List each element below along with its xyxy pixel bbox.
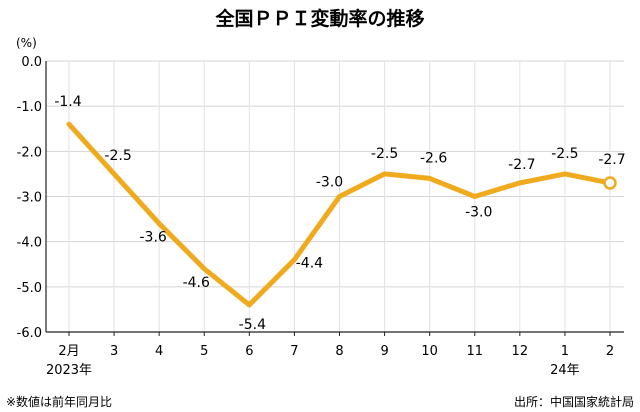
x-tick-label: 3 (110, 344, 118, 359)
data-label: -5.4 (239, 317, 266, 333)
y-unit-label: (%) (16, 36, 37, 50)
data-label: -2.7 (598, 152, 625, 168)
data-label: -4.6 (183, 275, 210, 291)
footnote-left: ※数値は前年同月比 (6, 394, 112, 409)
y-tick-label: -1.0 (17, 100, 42, 115)
data-label: -3.6 (140, 230, 167, 246)
data-label: -2.5 (371, 146, 398, 162)
data-label: -2.6 (420, 150, 447, 166)
x-tick-label: 2月 (58, 344, 79, 359)
x-tick-label: 8 (335, 344, 343, 359)
y-tick-label: -3.0 (17, 191, 42, 206)
y-tick-labels: 0.0 -1.0 -2.0 -3.0 -4.0 -5.0 -6.0 (17, 55, 42, 341)
x-tick-label: 2 (606, 344, 614, 359)
x-tick-label: 1 (561, 344, 569, 359)
x-tick-label: 12 (512, 344, 529, 359)
y-tick-label: -5.0 (17, 281, 42, 296)
x-tick-label: 5 (200, 344, 208, 359)
x-tick-label: 10 (421, 344, 438, 359)
x-tick-label: 6 (245, 344, 253, 359)
last-point-marker (603, 176, 617, 190)
x-tick-label: 9 (380, 344, 388, 359)
data-label: -1.4 (54, 94, 81, 110)
data-label: -2.7 (508, 157, 535, 173)
data-label: -3.0 (465, 205, 492, 221)
data-label: -4.4 (296, 256, 323, 272)
data-labels: -1.4 -2.5 -3.6 -4.6 -5.4 -4.4 -3.0 -2.5 -2.6 -3.0… (54, 94, 625, 333)
y-tick-label: -2.0 (17, 145, 42, 160)
x-tick-label: 7 (290, 344, 298, 359)
x-year-label: 2023年 (46, 363, 92, 378)
y-tick-label: -4.0 (17, 236, 42, 251)
x-year-label: 24年 (550, 363, 580, 378)
series-line-ppi (66, 121, 613, 308)
y-tick-label: -6.0 (17, 326, 42, 341)
series-line (66, 121, 617, 308)
y-tick-label: 0.0 (21, 55, 42, 70)
x-tick-label: 11 (466, 344, 483, 359)
footnote-right: 出所：中国国家統計局 (514, 394, 634, 409)
data-label: -2.5 (104, 148, 131, 164)
data-label: -3.0 (316, 175, 343, 191)
x-tick-label: 4 (155, 344, 163, 359)
data-label: -2.5 (551, 146, 578, 162)
x-tick-labels: 2月 2023年 3 4 5 6 7 8 9 10 11 12 1 24年 2 (46, 344, 614, 378)
axes (45, 61, 624, 336)
chart-title: 全国ＰＰＩ変動率の推移 (214, 7, 424, 30)
